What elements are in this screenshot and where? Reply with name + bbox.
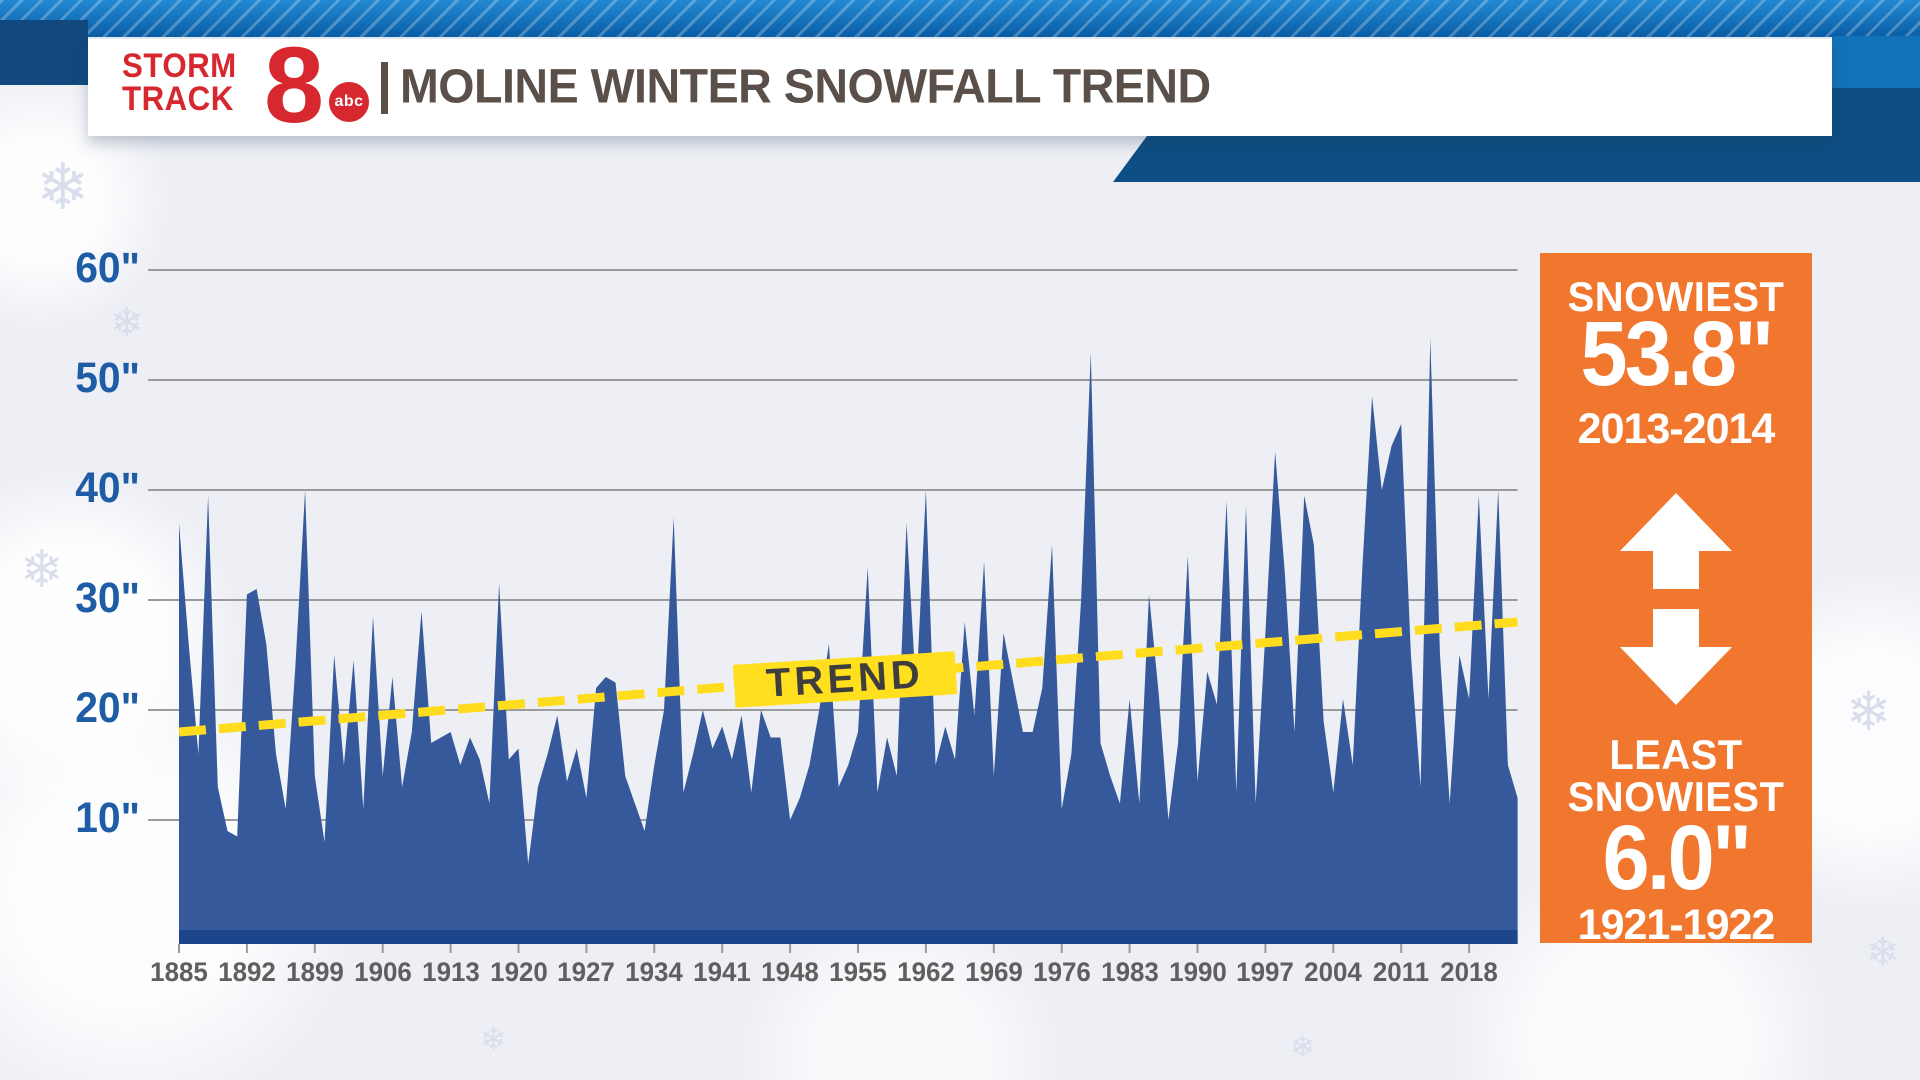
- x-axis-tick-label: 1955: [829, 957, 887, 987]
- striped-header-band: [0, 0, 1920, 37]
- y-axis-tick-label: 20": [75, 684, 140, 732]
- page-title: MOLINE WINTER SNOWFALL TREND: [400, 59, 1211, 113]
- y-axis-tick-label: 40": [75, 464, 140, 512]
- least-snowiest-value: 6.0": [1602, 807, 1753, 909]
- storm-track-logo: STORM TRACK: [122, 47, 237, 118]
- trend-dashed-line: [178, 617, 1518, 737]
- least-snowiest-heading-line1: LEAST: [1609, 731, 1743, 778]
- up-down-arrow-icon: [1540, 493, 1812, 705]
- x-axis-tick-label: 1920: [489, 957, 548, 987]
- snowflake-icon: ❄: [20, 541, 64, 599]
- snowflake-icon: ❄: [480, 1021, 507, 1057]
- x-axis-tick-label: 1948: [761, 957, 819, 987]
- x-axis-tick-label: 2018: [1440, 957, 1498, 987]
- abc-network-icon: abc: [326, 79, 372, 125]
- x-axis-tick-label: 1976: [1032, 957, 1091, 987]
- x-axis-tick-label: 1899: [285, 957, 344, 987]
- x-axis-tick-label: 2004: [1304, 957, 1363, 987]
- x-axis-tick-label: 1997: [1236, 957, 1295, 987]
- snowflake-icon: ❄: [1866, 931, 1900, 975]
- snowfall-area-series: [179, 338, 1518, 944]
- x-axis-ticks: [178, 944, 1471, 953]
- header-right-navy-block: [1832, 88, 1920, 136]
- y-axis-tick-label: 10": [75, 794, 140, 842]
- x-axis-tick-label: 1892: [218, 957, 276, 987]
- x-axis-tick-label: 1913: [421, 957, 480, 987]
- x-axis-tick-label: 1934: [625, 957, 684, 987]
- extremes-panel: SNOWIEST 53.8" 2013-2014 LEAST SNOWIEST …: [1540, 253, 1812, 949]
- x-axis-tick-label: 1990: [1168, 957, 1227, 987]
- snowflake-icon: ❄: [36, 151, 90, 223]
- y-axis-tick-label: 50": [75, 354, 140, 402]
- snowiest-value: 53.8": [1580, 303, 1774, 405]
- x-axis-tick-label: 1962: [897, 957, 955, 987]
- snowflake-icon: ❄: [110, 301, 144, 345]
- x-axis-tick-label: 1969: [964, 957, 1023, 987]
- header-left-navy-block: [0, 20, 88, 85]
- x-axis-tick-label: 1941: [693, 957, 752, 987]
- snowiest-seasons: 2013-2014: [1577, 405, 1776, 453]
- x-axis-tick-label: 2011: [1373, 957, 1430, 987]
- header-right-blue-block: [1832, 36, 1920, 88]
- x-axis-tick-label: 1927: [557, 957, 616, 987]
- y-axis-tick-label: 30": [75, 574, 140, 622]
- least-snowiest-heading-line2: SNOWIEST: [1567, 773, 1785, 820]
- y-axis-tick-label: 60": [75, 244, 140, 292]
- logo-line1: STORM: [122, 47, 237, 85]
- header-card: STORM TRACK 8 abc MOLINE WINTER SNOWFALL…: [88, 31, 1832, 139]
- logo-line2: TRACK: [122, 79, 234, 118]
- snowflake-icon: ❄: [1290, 1031, 1316, 1064]
- x-axis-tick-label: 1885: [150, 957, 208, 987]
- chart-baseline-bar: [179, 930, 1518, 944]
- snowflake-icon: ❄: [1846, 682, 1892, 742]
- title-separator: [381, 62, 388, 114]
- x-axis-tick-label: 1906: [353, 957, 412, 987]
- least-snowiest-seasons: 1921-1922: [1577, 901, 1776, 949]
- x-axis-tick-label: 1983: [1100, 957, 1159, 987]
- snowiest-heading: SNOWIEST: [1567, 273, 1785, 320]
- channel-8-logo: 8: [264, 24, 325, 145]
